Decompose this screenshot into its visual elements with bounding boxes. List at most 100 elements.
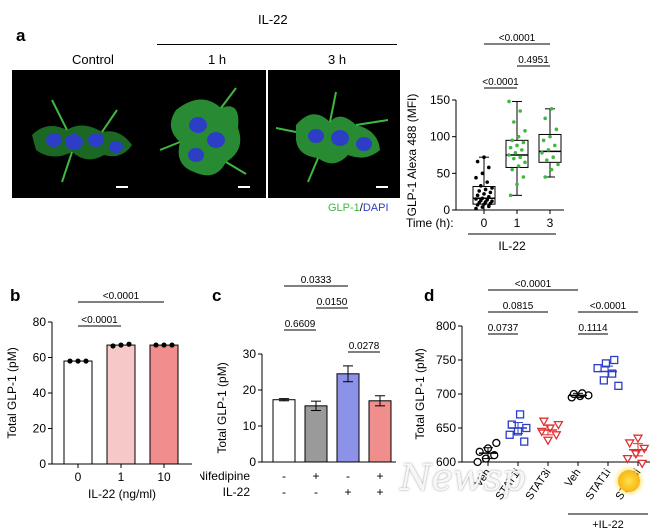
- chart-c-bar: [336, 373, 360, 463]
- chart-a-point: [508, 193, 513, 198]
- chart-b-point: [118, 342, 124, 348]
- chart-a-point: [549, 107, 554, 111]
- chart-a-ytick-label: 50: [437, 166, 451, 180]
- chart-c-bar: [368, 400, 392, 463]
- chart-a-pvalue: <0.0001: [499, 33, 536, 44]
- chart-d-point: [520, 437, 529, 446]
- watermark-sun-icon: [618, 470, 640, 492]
- chart-d-point: [475, 447, 484, 456]
- chart-a-point: [490, 199, 494, 203]
- chart-d-point: [492, 438, 501, 448]
- chart-b-pvalue: <0.0001: [81, 315, 118, 326]
- chart-d-point: [473, 457, 482, 467]
- panel-b-letter: b: [10, 286, 21, 305]
- chart-a-point: [474, 206, 478, 211]
- chart-a-point: [512, 156, 516, 161]
- chart-a-point: [553, 143, 557, 148]
- chart-b-xtick-label: 1: [118, 470, 125, 484]
- chart-a-point: [518, 155, 522, 159]
- chart-a-point: [523, 160, 527, 165]
- chart-a-point: [474, 175, 478, 180]
- chart-c-ytick-label: 20: [243, 383, 257, 397]
- chart-c-factor-sign: -: [282, 469, 286, 483]
- chart-d-point: [639, 444, 650, 454]
- chart-b-point: [67, 358, 73, 364]
- chart-a-point: [548, 134, 552, 139]
- chart-a-point: [543, 116, 547, 121]
- legend-glp1: GLP-1: [328, 202, 360, 214]
- chart-d-point: [624, 439, 635, 449]
- chart-d-pvalue: 0.1114: [578, 323, 608, 334]
- chart-c-factor-sign: -: [282, 485, 286, 499]
- chart-d-point: [599, 376, 608, 385]
- chart-d-point: [553, 420, 564, 430]
- chart-a-ytick-label: 0: [443, 203, 450, 217]
- chart-d-point: [538, 417, 549, 427]
- chart-b-point: [110, 343, 116, 349]
- chart-d-point: [544, 424, 556, 434]
- chart-d-pvalue: <0.0001: [590, 301, 627, 312]
- legend-sep: /: [359, 202, 363, 214]
- chart-a-point: [480, 171, 485, 176]
- chart-a-point: [507, 99, 511, 104]
- chart-b-ytick-label: 40: [33, 386, 47, 400]
- chart-d-point: [637, 459, 648, 469]
- micro-label-control: Control: [72, 52, 114, 67]
- chart-c-pvalue: 0.6609: [285, 319, 316, 330]
- chart-b-point: [83, 358, 89, 364]
- chart-c-factor-sign: +: [376, 485, 383, 499]
- chart-d-point: [542, 436, 554, 446]
- chart-b-ytick-label: 60: [33, 351, 47, 365]
- panel-a-il22-rule: [157, 44, 397, 45]
- chart-c-factor-label: IL-22: [223, 485, 251, 499]
- chart-a-ytick-label: 100: [430, 130, 450, 144]
- chart-a-point: [512, 120, 516, 124]
- chart-a-point: [541, 138, 546, 143]
- chart-b-bar: [106, 344, 136, 465]
- chart-a-point: [540, 151, 544, 155]
- chart-d-point: [630, 450, 642, 460]
- chart-a-point: [485, 197, 489, 202]
- chart-a-point: [518, 109, 522, 113]
- chart-a-point: [507, 153, 511, 157]
- chart-a-point: [554, 127, 559, 132]
- chart-a-point: [488, 190, 493, 195]
- chart-c-bar: [272, 399, 296, 463]
- chart-a-group-label: IL-22: [498, 239, 526, 253]
- chart-a-xtick-label: 0: [481, 216, 488, 230]
- chart-a-xlabel-prefix: Time (h):: [406, 216, 454, 230]
- micrograph-3h: [268, 70, 400, 198]
- chart-a-point: [523, 129, 527, 133]
- chart-a-ylabel: GLP-1 Alexa 488 (MFI): [405, 94, 419, 217]
- chart-c-pvalue: 0.0333: [301, 275, 332, 286]
- chart-b-ytick-label: 80: [33, 315, 47, 329]
- chart-a-point: [520, 148, 524, 152]
- chart-a-pvalue: <0.0001: [482, 77, 519, 88]
- chart-a-point: [508, 145, 513, 150]
- chart-a-point: [487, 195, 491, 199]
- chart-c-factor-label: Nifedipine: [200, 469, 250, 483]
- chart-d-point: [632, 434, 644, 444]
- chart-c-bar: [304, 405, 328, 463]
- chart-c-factor-sign: -: [346, 469, 350, 483]
- micro-label-1h: 1 h: [208, 52, 227, 67]
- chart-a-point: [510, 138, 514, 143]
- chart-d-point: [551, 431, 562, 441]
- chart-d-point: [614, 381, 623, 390]
- chart-c-ylabel: Total GLP-1 (pM): [215, 362, 229, 453]
- chart-d-xtick-label: STAT1i: [584, 467, 614, 503]
- chart-a-point: [485, 180, 489, 184]
- chart-c-ytick-label: 10: [243, 419, 257, 433]
- chart-a-point: [475, 159, 480, 164]
- chart-d-ytick-label: 800: [436, 319, 456, 333]
- chart-a-ytick-label: 150: [430, 93, 450, 107]
- chart-d-pvalue: 0.0815: [503, 301, 534, 312]
- chart-b-xtick-label: 10: [157, 470, 171, 484]
- panel-a-letter: a: [16, 26, 26, 45]
- chart-d-point: [515, 410, 525, 419]
- chart-a-xtick-label: 3: [547, 216, 554, 230]
- chart-a-point: [549, 167, 554, 172]
- chart-b-ytick-label: 20: [33, 422, 47, 436]
- chart-a-point: [480, 196, 485, 201]
